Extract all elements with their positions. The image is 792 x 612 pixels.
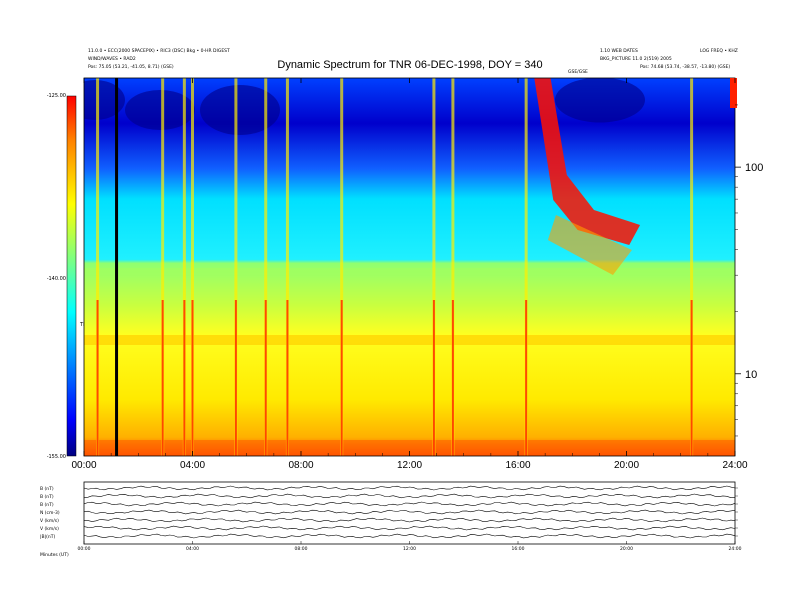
low-intensity-region: [200, 85, 280, 135]
bottom-panel-label: Minutes (UT): [40, 552, 69, 558]
bottom-panel-row-label: |B|(nT): [40, 534, 55, 540]
y-tick-label: 10: [745, 369, 757, 381]
type-iii-burst-core: [525, 300, 528, 456]
bottom-panel-trace: [83, 501, 736, 507]
bottom-panel-trace: [83, 533, 736, 539]
x-tick-label: 24:00: [722, 460, 747, 471]
bottom-panel-trace: [83, 493, 736, 499]
bottom-panel-row-label: B (nT): [40, 502, 54, 508]
type-iii-burst-core: [690, 300, 693, 456]
type-iii-burst-core: [286, 300, 289, 456]
colorbar-tick-mid: -140.00: [47, 276, 66, 282]
spectrogram-plot: [84, 78, 735, 456]
right-edge-strip: [730, 78, 737, 108]
low-frequency-band: [84, 440, 735, 456]
bottom-panel-row-label: N (cm-3): [40, 510, 60, 516]
bottom-panel-frame: [83, 481, 736, 545]
x-axis: 00:00 04:00 08:00 12:00 16:00 20:00 24:00: [71, 78, 748, 471]
type-iii-burst-core: [234, 300, 237, 456]
spectrogram-background: [84, 78, 735, 456]
type-iii-burst: [285, 78, 289, 456]
y-axis: 10 100: [735, 104, 763, 437]
x-tick-label: 16:00: [505, 460, 530, 471]
type-ii-burst: [534, 78, 641, 245]
bottom-panel: B (nT) B (nT) B (nT) N (cm-3) V (km/s) V (km/…: [40, 485, 742, 552]
type-ii-harmonic: [547, 215, 632, 275]
low-intensity-region: [84, 80, 125, 120]
bottom-panel-x-label: 24:00: [729, 546, 742, 552]
type-iii-burst: [690, 78, 694, 456]
bottom-panel-row-label: B (nT): [40, 494, 54, 500]
type-iii-burst: [340, 78, 344, 456]
x-tick-label: 12:00: [397, 460, 422, 471]
low-intensity-region: [125, 90, 195, 130]
bottom-panel-trace: [83, 509, 736, 515]
header-left-line2: WIND/WAVES • RAD2: [88, 56, 136, 62]
x-tick-label: 04:00: [180, 460, 205, 471]
type-iii-burst: [451, 78, 455, 456]
header-right-line1: 1.10 WEB DATES: [600, 48, 638, 54]
type-iii-burst-core: [451, 300, 454, 456]
type-iii-burst: [264, 78, 268, 456]
type-iii-burst: [524, 78, 528, 456]
x-tick-label: 08:00: [288, 460, 313, 471]
type-iii-burst-core: [432, 300, 435, 456]
type-iii-burst-core: [96, 300, 99, 456]
colorbar: [66, 95, 77, 457]
type-iii-burst-core: [191, 300, 194, 456]
type-iii-burst: [432, 78, 436, 456]
type-iii-burst: [234, 78, 238, 456]
bottom-panel-x-label: 12:00: [403, 546, 416, 552]
colorbar-tick-top: -125.00: [47, 93, 66, 99]
bottom-panel-x-label: 08:00: [295, 546, 308, 552]
bottom-panel-row-label: B (nT): [40, 486, 54, 492]
bottom-panel-x-label: 16:00: [512, 546, 525, 552]
header-left-line1: 11.0.0 • ECC(2000 SPACEPIX) • RIC3 (DSC)…: [88, 48, 230, 54]
mid-frequency-band: [84, 335, 735, 345]
header-center-small: GSE/GSE: [568, 69, 588, 75]
chart-title: Dynamic Spectrum for TNR 06-DEC-1998, DO…: [277, 59, 542, 71]
header-right-line3: Pos: 74.68 (53.74, -38.57, -13.80) (GSE): [640, 64, 730, 70]
type-iii-burst-core: [340, 300, 343, 456]
x-tick-label: 20:00: [614, 460, 639, 471]
type-iii-burst: [161, 78, 165, 456]
plasma-line-band: [84, 268, 735, 276]
data-gap-line: [115, 78, 119, 456]
type-iii-burst-core: [161, 300, 164, 456]
bottom-panel-x-label: 04:00: [186, 546, 199, 552]
bottom-panel-trace: [84, 517, 736, 523]
x-tick-label: 00:00: [71, 460, 96, 471]
header-right-corner: LOG FREQ • KHZ: [700, 48, 738, 54]
colorbar-tick-bottom: -155.00: [47, 454, 66, 460]
bottom-panel-x-label: 20:00: [620, 546, 633, 552]
bottom-panel-trace: [83, 525, 736, 531]
bottom-panel-trace: [83, 485, 736, 491]
type-iii-burst: [96, 78, 100, 456]
header-left-line3: Pos: 75.05 (53.21, -41.05, 8.71) (GSE): [88, 64, 174, 70]
bottom-panel-x-label: 00:00: [78, 546, 91, 552]
y-tick-label: 100: [745, 162, 763, 174]
bottom-panel-row-label: V (km/s): [40, 526, 59, 532]
low-intensity-region: [555, 78, 645, 123]
type-iii-burst: [191, 78, 194, 456]
header-right-line2: BKG_PICTURE 11.0 2(519) 2005: [600, 56, 672, 62]
type-iii-burst: [182, 78, 186, 456]
bottom-panel-row-label: V (km/s): [40, 518, 59, 524]
type-iii-burst-core: [264, 300, 267, 456]
type-iii-burst-core: [183, 300, 186, 456]
